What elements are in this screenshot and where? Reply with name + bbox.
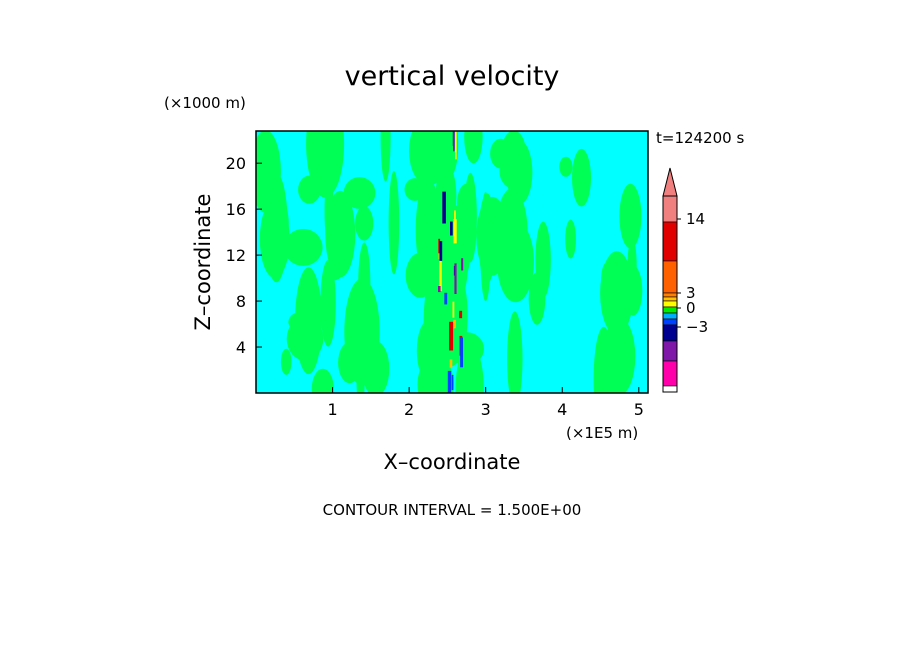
updraft-region <box>507 311 523 393</box>
colorbar-segment <box>662 221 678 262</box>
updraft-region <box>480 192 491 302</box>
updraft-region <box>623 265 643 316</box>
colorbar-segment <box>662 296 678 302</box>
convective-core-cell <box>438 238 441 254</box>
updraft-region <box>565 219 576 259</box>
convective-core-cell <box>438 286 441 293</box>
updraft-region <box>358 242 371 327</box>
y-axis-ticks: 4 8 12 16 20 <box>226 154 262 357</box>
colorbar-segment <box>662 292 678 298</box>
x-unit-label: (×1E5 m) <box>566 424 638 442</box>
convective-core-cell <box>439 241 443 261</box>
updraft-region <box>559 156 573 177</box>
updraft-region <box>324 173 334 248</box>
y-unit-label: (×1000 m) <box>164 94 246 112</box>
y-tick-label: 16 <box>226 200 246 219</box>
updraft-region <box>464 131 483 164</box>
colorbar-segment <box>662 306 678 314</box>
updraft-region <box>455 343 484 393</box>
updraft-region <box>600 251 634 336</box>
updraft-region <box>572 148 591 207</box>
contour-interval-note: CONTOUR INTERVAL = 1.500E+00 <box>323 501 582 519</box>
colorbar-label: 14 <box>686 210 705 228</box>
y-tick-label: 4 <box>236 338 246 357</box>
updraft-region <box>388 171 400 275</box>
updraft-region <box>416 261 454 291</box>
colorbar-segment <box>662 260 678 294</box>
updraft-region <box>284 228 323 266</box>
x-tick-label: 4 <box>557 400 567 419</box>
colorbar-frame <box>662 195 678 393</box>
y-tick-label: 12 <box>226 246 246 265</box>
convective-core-cell <box>460 337 463 368</box>
updraft-region <box>593 326 614 393</box>
updraft-region <box>316 131 328 152</box>
updraft-region <box>264 173 288 283</box>
updraft-region <box>434 263 468 367</box>
colorbar-segment <box>662 195 678 223</box>
convective-core-cell <box>454 210 456 225</box>
convective-core-cell <box>450 221 453 236</box>
updraft-region <box>495 188 528 279</box>
updraft-region <box>404 178 425 201</box>
x-axis-ticks: 1 2 3 4 5 <box>327 387 644 419</box>
colorbar-extend-arrow <box>662 167 678 197</box>
convective-core-cell <box>439 259 442 291</box>
updraft-region <box>280 348 292 375</box>
y-tick-label: 20 <box>226 154 246 173</box>
updraft-region <box>409 131 449 186</box>
colorbar-segment <box>662 318 678 326</box>
updraft-region <box>456 183 476 225</box>
convective-core-cell <box>447 370 452 393</box>
convective-core-cell <box>453 319 456 329</box>
colorbar-segment <box>662 324 678 342</box>
y-tick-label: 8 <box>236 292 246 311</box>
convective-core-cell <box>442 191 446 224</box>
convective-core-cell <box>453 219 457 244</box>
y-axis-label: Z–coordinate <box>191 194 215 331</box>
colorbar-label: 0 <box>686 299 696 317</box>
convective-core-cell <box>451 374 454 391</box>
x-tick-label: 1 <box>327 400 337 419</box>
chart-title: vertical velocity <box>345 61 560 92</box>
colorbar-segment <box>662 340 678 362</box>
updraft-region <box>320 260 336 347</box>
updraft-region <box>343 177 376 209</box>
updraft-region <box>499 153 530 189</box>
updraft-region <box>535 221 551 299</box>
convective-core-cell <box>449 359 453 368</box>
colorbar-label: −3 <box>686 318 708 336</box>
convective-core-cell <box>444 292 448 305</box>
updraft-region <box>298 175 321 204</box>
convective-core-cell <box>461 258 464 271</box>
x-tick-label: 2 <box>404 400 414 419</box>
colorbar-label: 3 <box>686 284 696 302</box>
x-axis-label: X–coordinate <box>384 450 521 474</box>
plot-frame <box>255 130 649 394</box>
updraft-region <box>415 179 441 281</box>
updraft-region <box>311 368 334 393</box>
convective-core-cell <box>459 310 463 319</box>
colorbar-segment <box>662 360 678 387</box>
time-label: t=124200 s <box>656 129 744 147</box>
updraft-region <box>380 131 391 182</box>
convective-core-cell <box>453 131 455 152</box>
colorbar-segment <box>662 312 678 320</box>
convective-core-cell <box>449 321 454 351</box>
x-tick-label: 5 <box>634 400 644 419</box>
updraft-region <box>295 267 322 375</box>
convective-core-cell <box>455 131 457 160</box>
colorbar: 14 30−3 <box>662 167 708 393</box>
updraft-region <box>417 355 454 393</box>
x-tick-label: 3 <box>481 400 491 419</box>
updraft-region <box>362 341 390 393</box>
convective-core-cell <box>452 301 455 318</box>
updraft-region <box>619 183 642 249</box>
convective-core-cell <box>454 263 457 294</box>
updraft-region <box>435 163 457 230</box>
plot-area <box>255 130 649 394</box>
colorbar-segment <box>662 300 678 308</box>
updraft-region <box>355 206 374 241</box>
